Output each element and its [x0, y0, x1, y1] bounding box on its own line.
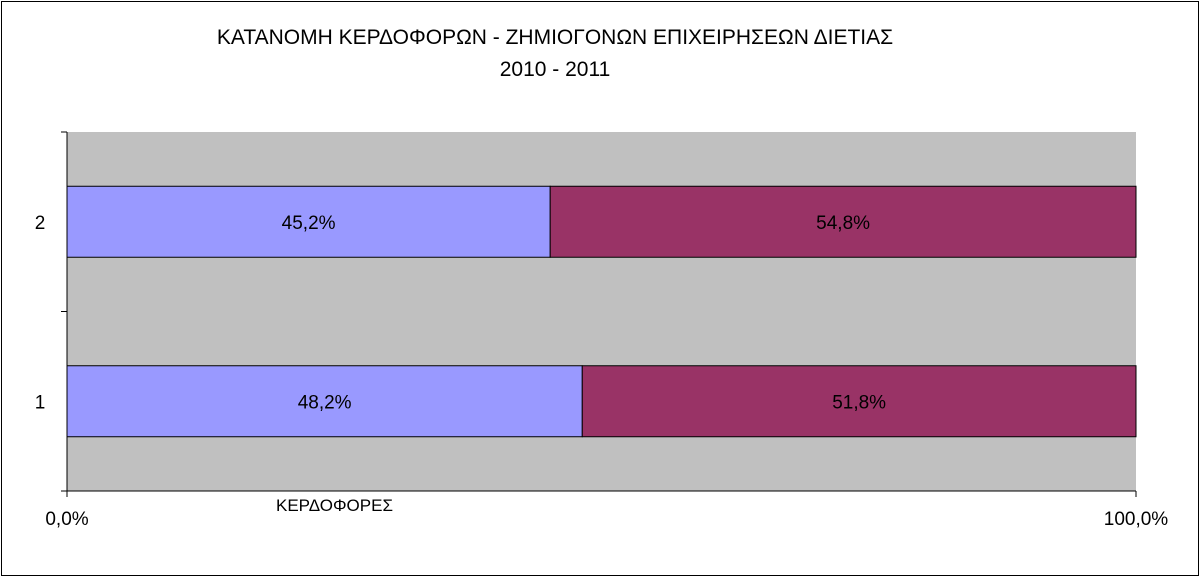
chart-title-line-2: 2010 - 2011 [499, 58, 611, 81]
chart-title-line-1: ΚΑΤΑΝΟΜΗ ΚΕΡΔΟΦΟΡΩΝ - ΖΗΜΙΟΓΟΝΩΝ ΕΠΙΧΕΙΡ… [216, 26, 894, 49]
bar-cat1-series2 [581, 365, 1137, 438]
legend-label: ΚΕΡΔΟΦΟΡΕΣ [276, 496, 393, 515]
y-tick-label-2: 2 [35, 213, 46, 234]
data-label-cat1-series1: 48,2% [298, 392, 352, 413]
y-tick-label-1: 1 [35, 392, 46, 413]
x-tick-label: 100,0% [1104, 509, 1169, 530]
data-label-cat2-series1: 45,2% [282, 213, 336, 234]
data-label-cat2-series2: 54,8% [816, 213, 870, 234]
data-label-cat1-series2: 51,8% [832, 392, 886, 413]
bar-cat2-series2 [549, 185, 1137, 258]
x-tick-label: 0,0% [45, 509, 88, 530]
